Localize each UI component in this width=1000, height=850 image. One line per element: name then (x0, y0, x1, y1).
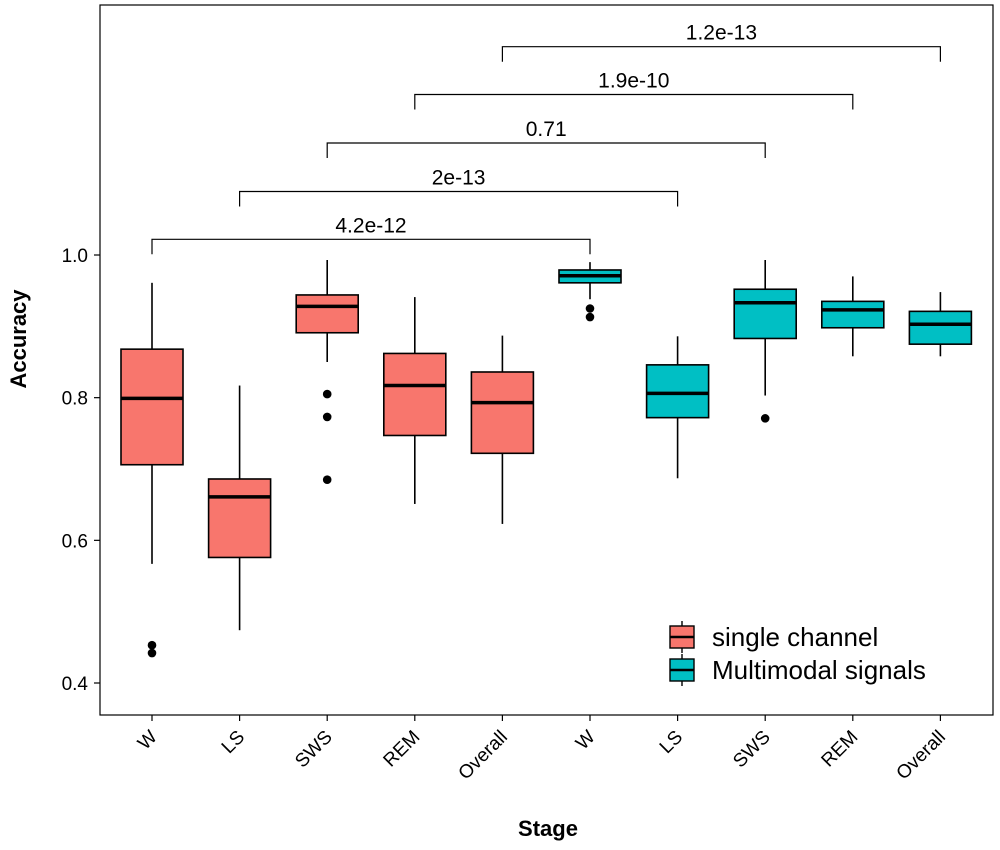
x-tick-label: REM (380, 727, 425, 772)
box-iqr (207, 478, 272, 559)
p-value-label: 0.71 (526, 118, 567, 141)
comparison-brackets: 4.2e-12 2e-13 0.71 1.9e-10 1.2e-13 (151, 22, 941, 255)
outlier-point (585, 312, 595, 322)
legend-entry: single channel (669, 621, 878, 653)
panel-border (99, 4, 994, 716)
box-sws-multimodal (733, 259, 798, 423)
box-iqr (470, 371, 535, 455)
legend-label: single channel (712, 622, 878, 652)
comparison-bracket: 2e-13 (239, 167, 679, 207)
comparison-bracket: 4.2e-12 (151, 214, 591, 255)
x-tick-label: Overall (893, 727, 950, 784)
p-value-label: 4.2e-12 (335, 214, 406, 237)
box-ls-single (207, 385, 272, 631)
y-tick-label: 0.6 (62, 531, 88, 552)
box-iqr (820, 300, 885, 329)
box-iqr (645, 364, 710, 419)
box-rem-multimodal (820, 276, 885, 357)
x-tick-label: LS (218, 727, 249, 758)
y-tick-label: 0.4 (62, 674, 89, 695)
bracket-line (151, 238, 591, 255)
x-tick-label: Overall (455, 727, 512, 784)
outlier-point (760, 414, 770, 423)
box-sws-single (295, 259, 360, 485)
bracket-line (326, 142, 766, 159)
outlier-point (322, 412, 332, 422)
y-tick-label: 0.8 (62, 389, 88, 410)
x-tick-label: LS (656, 727, 687, 758)
box-iqr (295, 294, 360, 334)
box-ls-multimodal (645, 336, 710, 479)
legend-entry: Multimodal signals (669, 654, 926, 686)
x-tick-label: SWS (729, 727, 774, 772)
legend-label: Multimodal signals (712, 655, 926, 685)
box-overall-single (470, 335, 535, 524)
x-tick-label: W (134, 727, 162, 755)
box-w-single (120, 282, 184, 658)
box-overall-multimodal (908, 292, 973, 357)
x-axis: W LS SWS REM Overall W LS SWS REM Overall (134, 715, 950, 784)
outlier-point (147, 640, 157, 650)
box-rem-single (382, 297, 447, 504)
y-axis-title: Accuracy (6, 289, 31, 389)
p-value-label: 2e-13 (432, 167, 486, 190)
y-axis: 0.4 0.6 0.8 1.0 (62, 246, 100, 695)
outlier-point (585, 304, 595, 313)
y-tick-label: 1.0 (62, 246, 88, 267)
outlier-point (322, 475, 332, 485)
x-tick-label: REM (818, 727, 863, 772)
p-value-label: 1.9e-10 (598, 70, 669, 93)
comparison-bracket: 0.71 (326, 118, 766, 159)
x-tick-label: W (572, 727, 600, 755)
x-axis-title: Stage (518, 816, 578, 841)
p-value-label: 1.2e-13 (686, 22, 757, 45)
comparison-bracket: 1.2e-13 (501, 22, 941, 62)
bracket-line (239, 190, 679, 207)
box-iqr (120, 348, 184, 466)
comparison-bracket: 1.9e-10 (414, 70, 854, 110)
x-tick-label: SWS (291, 727, 336, 772)
bracket-line (501, 46, 941, 62)
box-w-multimodal (558, 262, 622, 322)
box-iqr (382, 352, 447, 437)
box-iqr (908, 310, 973, 345)
boxes (120, 259, 973, 658)
outlier-point (147, 648, 157, 658)
outlier-point (322, 389, 332, 399)
box-iqr (733, 288, 798, 340)
bracket-line (414, 93, 854, 110)
